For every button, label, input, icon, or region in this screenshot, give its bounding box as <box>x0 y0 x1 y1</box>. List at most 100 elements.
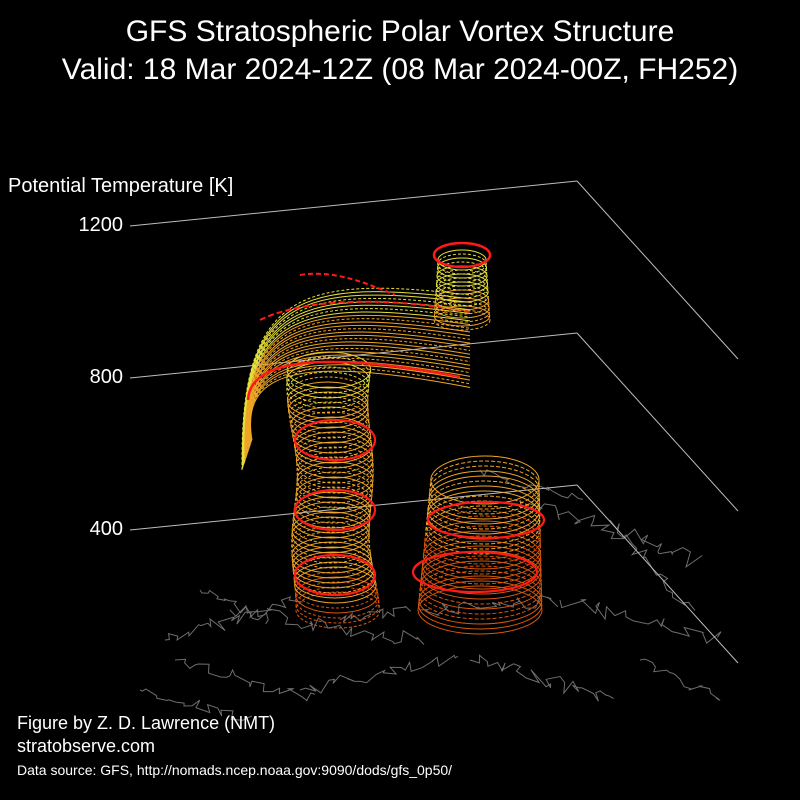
column-contour <box>292 506 370 544</box>
theta-plane-side-edge <box>576 332 739 512</box>
lobe-contour <box>424 515 541 565</box>
lobe-contour <box>429 465 540 515</box>
lobe-highlight-contour <box>426 500 546 540</box>
lobe-contour <box>427 480 541 530</box>
lobe-contour <box>418 570 543 620</box>
column-contour <box>293 426 373 464</box>
column-contour <box>286 381 369 419</box>
coastline-segment <box>299 654 459 694</box>
coastline-map <box>139 469 722 721</box>
lobe-contour <box>417 580 543 630</box>
lobe-contour <box>423 520 542 570</box>
column-highlight-contour <box>293 488 377 532</box>
arc-contour <box>242 298 471 467</box>
top-lobe-contour <box>435 277 489 299</box>
column-contour <box>291 536 372 574</box>
coastline-segment <box>139 688 252 721</box>
lobe-contour <box>428 475 540 525</box>
column-contour <box>292 546 373 584</box>
coastline-segment <box>479 469 584 500</box>
top-lobe-contour <box>437 253 487 275</box>
arc-contour <box>244 311 471 462</box>
lobe-contour <box>419 565 543 615</box>
column-contour <box>286 361 370 399</box>
column-contour <box>291 526 371 564</box>
chart-title: GFS Stratospheric Polar Vortex Structure <box>125 15 675 48</box>
top-lobe-contour <box>433 309 491 331</box>
lobe-contour <box>430 455 540 505</box>
theta-level-planes <box>129 180 739 664</box>
lobe-contour <box>421 540 542 590</box>
lobe-contour <box>419 560 542 610</box>
column-contour <box>287 391 369 429</box>
column-contour <box>295 591 381 629</box>
arc-contour <box>246 338 471 453</box>
column-contour <box>296 446 374 484</box>
column-contour <box>294 571 378 609</box>
top-lobe-contour <box>435 285 489 307</box>
coastline-segment <box>519 499 703 569</box>
column-contour <box>289 401 370 439</box>
column-contour <box>291 521 370 559</box>
arc-contour <box>244 318 471 460</box>
lobe-contour <box>427 485 541 535</box>
vortex-isosurface <box>241 241 546 635</box>
column-highlight-contour <box>293 418 377 462</box>
column-contour <box>296 461 374 499</box>
lobe-contour <box>429 460 540 510</box>
website-credit: stratobserve.com <box>17 736 156 756</box>
arc-contour <box>247 344 471 450</box>
coastline-segment <box>469 654 614 702</box>
top-edge-highlight-contour <box>299 272 396 296</box>
column-contour <box>291 541 372 579</box>
top-lobe-contour <box>436 265 488 287</box>
column-contour <box>291 531 371 569</box>
top-lobe-contour <box>436 257 488 279</box>
coastline-segment <box>339 605 412 623</box>
column-contour <box>292 416 371 454</box>
column-contour <box>291 511 370 549</box>
top-lobe-contour <box>434 297 490 319</box>
column-contour <box>293 561 376 599</box>
top-lobe-contour <box>434 293 490 315</box>
column-contour <box>295 476 373 514</box>
top-lobe-highlight-contour <box>432 241 492 269</box>
column-contour <box>286 376 369 414</box>
column-contour <box>296 456 374 494</box>
theta-plane-side-edge <box>576 484 739 664</box>
top-lobe-contour <box>436 269 488 291</box>
column-contour <box>294 481 373 519</box>
column-contour <box>286 366 370 404</box>
lobe-contour <box>420 555 542 605</box>
top-lobe-contour <box>434 289 490 311</box>
column-contour <box>294 576 379 614</box>
lobe-highlight-contour <box>411 550 539 594</box>
arc-contour <box>250 370 471 441</box>
top-lobe-contour <box>435 281 489 303</box>
z-tick-label: 400 <box>89 518 123 540</box>
column-contour <box>296 451 374 489</box>
column-contour <box>291 516 370 554</box>
column-contour <box>294 431 373 469</box>
lobe-contour <box>422 530 542 580</box>
author-credit: Figure by Z. D. Lawrence (NMT) <box>17 713 276 733</box>
coastline-segment <box>419 594 559 616</box>
theta-plane-side-edge <box>576 180 739 360</box>
top-lobe-contour <box>433 305 491 327</box>
column-contour <box>290 406 370 444</box>
lobe-contour <box>425 505 541 555</box>
column-highlight-contour <box>293 553 377 597</box>
column-contour <box>295 436 374 474</box>
arc-highlight-contour <box>259 300 471 321</box>
column-contour <box>295 441 374 479</box>
column-contour <box>296 466 374 504</box>
coastline-segment <box>164 596 303 642</box>
arc-highlight-contour <box>246 360 461 401</box>
column-contour <box>294 566 377 604</box>
column-contour <box>295 471 373 509</box>
column-contour <box>286 371 369 409</box>
data-source-credit: Data source: GFS, http://nomads.ncep.noa… <box>17 762 453 778</box>
z-axis-label: Potential Temperature [K] <box>8 175 234 197</box>
